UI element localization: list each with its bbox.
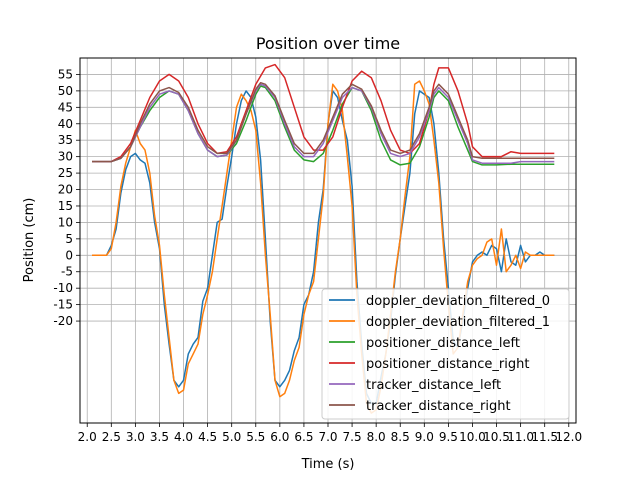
y-tick-label: -15 [53, 298, 73, 312]
y-tick-label: 55 [58, 67, 73, 81]
x-tick-label: 12.0 [555, 430, 582, 444]
legend-label: tracker_distance_left [366, 378, 501, 393]
x-tick-label: 11.0 [507, 430, 534, 444]
x-tick-label: 4.0 [174, 430, 193, 444]
legend-label: tracker_distance_right [366, 399, 511, 414]
y-axis-label: Position (cm) [22, 198, 37, 283]
x-tick-label: 9.5 [439, 430, 458, 444]
y-tick-label: -5 [61, 265, 73, 279]
x-tick-label: 10.0 [459, 430, 486, 444]
x-tick-label: 11.5 [531, 430, 558, 444]
x-tick-label: 8.0 [367, 430, 386, 444]
series-line-positioner-distance-right [92, 63, 555, 163]
y-tick-label: -20 [53, 314, 73, 328]
x-axis-label: Time (s) [301, 457, 355, 472]
y-tick-label: 30 [58, 150, 73, 164]
series-line-tracker-distance-left [92, 83, 555, 164]
y-tick-label: 15 [58, 199, 73, 213]
x-tick-label: 5.0 [222, 430, 241, 444]
legend-box [321, 288, 570, 420]
x-tick-label: 6.5 [294, 430, 313, 444]
series-line-tracker-distance-right [92, 81, 555, 163]
y-tick-label: 5 [65, 232, 73, 246]
y-tick-label: 45 [58, 100, 73, 114]
legend: doppler_deviation_filtered_0 doppler_devi… [321, 288, 570, 420]
y-tick-label: 25 [58, 166, 73, 180]
legend-label: positioner_distance_left [366, 336, 520, 351]
x-axis-ticks: 2.0 2.5 3.0 3.5 4.0 4.5 5.0 5.5 6.0 6.5 7.0 7.5 8.0 8… [78, 423, 582, 444]
y-tick-label: 35 [58, 133, 73, 147]
chart-title: Position over time [256, 34, 400, 53]
x-tick-label: 9.0 [415, 430, 434, 444]
x-tick-label: 2.0 [78, 430, 97, 444]
x-tick-label: 7.0 [318, 430, 337, 444]
x-tick-label: 8.5 [391, 430, 410, 444]
x-tick-label: 4.5 [198, 430, 217, 444]
y-tick-label: 50 [58, 84, 73, 98]
y-tick-label: 40 [58, 117, 73, 131]
x-tick-label: 3.0 [126, 430, 145, 444]
x-tick-label: 3.5 [150, 430, 169, 444]
y-tick-label: 10 [58, 215, 73, 229]
y-tick-label: 0 [65, 248, 73, 262]
x-tick-label: 10.5 [483, 430, 510, 444]
x-tick-label: 5.5 [246, 430, 265, 444]
series-layer [92, 63, 555, 414]
y-tick-label: -10 [53, 281, 73, 295]
legend-label: positioner_distance_right [366, 357, 529, 372]
x-tick-label: 7.5 [343, 430, 362, 444]
y-tick-label: 20 [58, 183, 73, 197]
y-axis-ticks: -20 -15 -10 -5 0 5 10 15 20 25 30 35 40 45 50 55 [53, 67, 80, 328]
legend-label: doppler_deviation_filtered_1 [366, 315, 550, 330]
series-line-doppler-deviation-filtered-1 [92, 80, 555, 414]
legend-label: doppler_deviation_filtered_0 [366, 294, 550, 309]
x-tick-label: 2.5 [102, 430, 121, 444]
x-tick-label: 6.0 [270, 430, 289, 444]
